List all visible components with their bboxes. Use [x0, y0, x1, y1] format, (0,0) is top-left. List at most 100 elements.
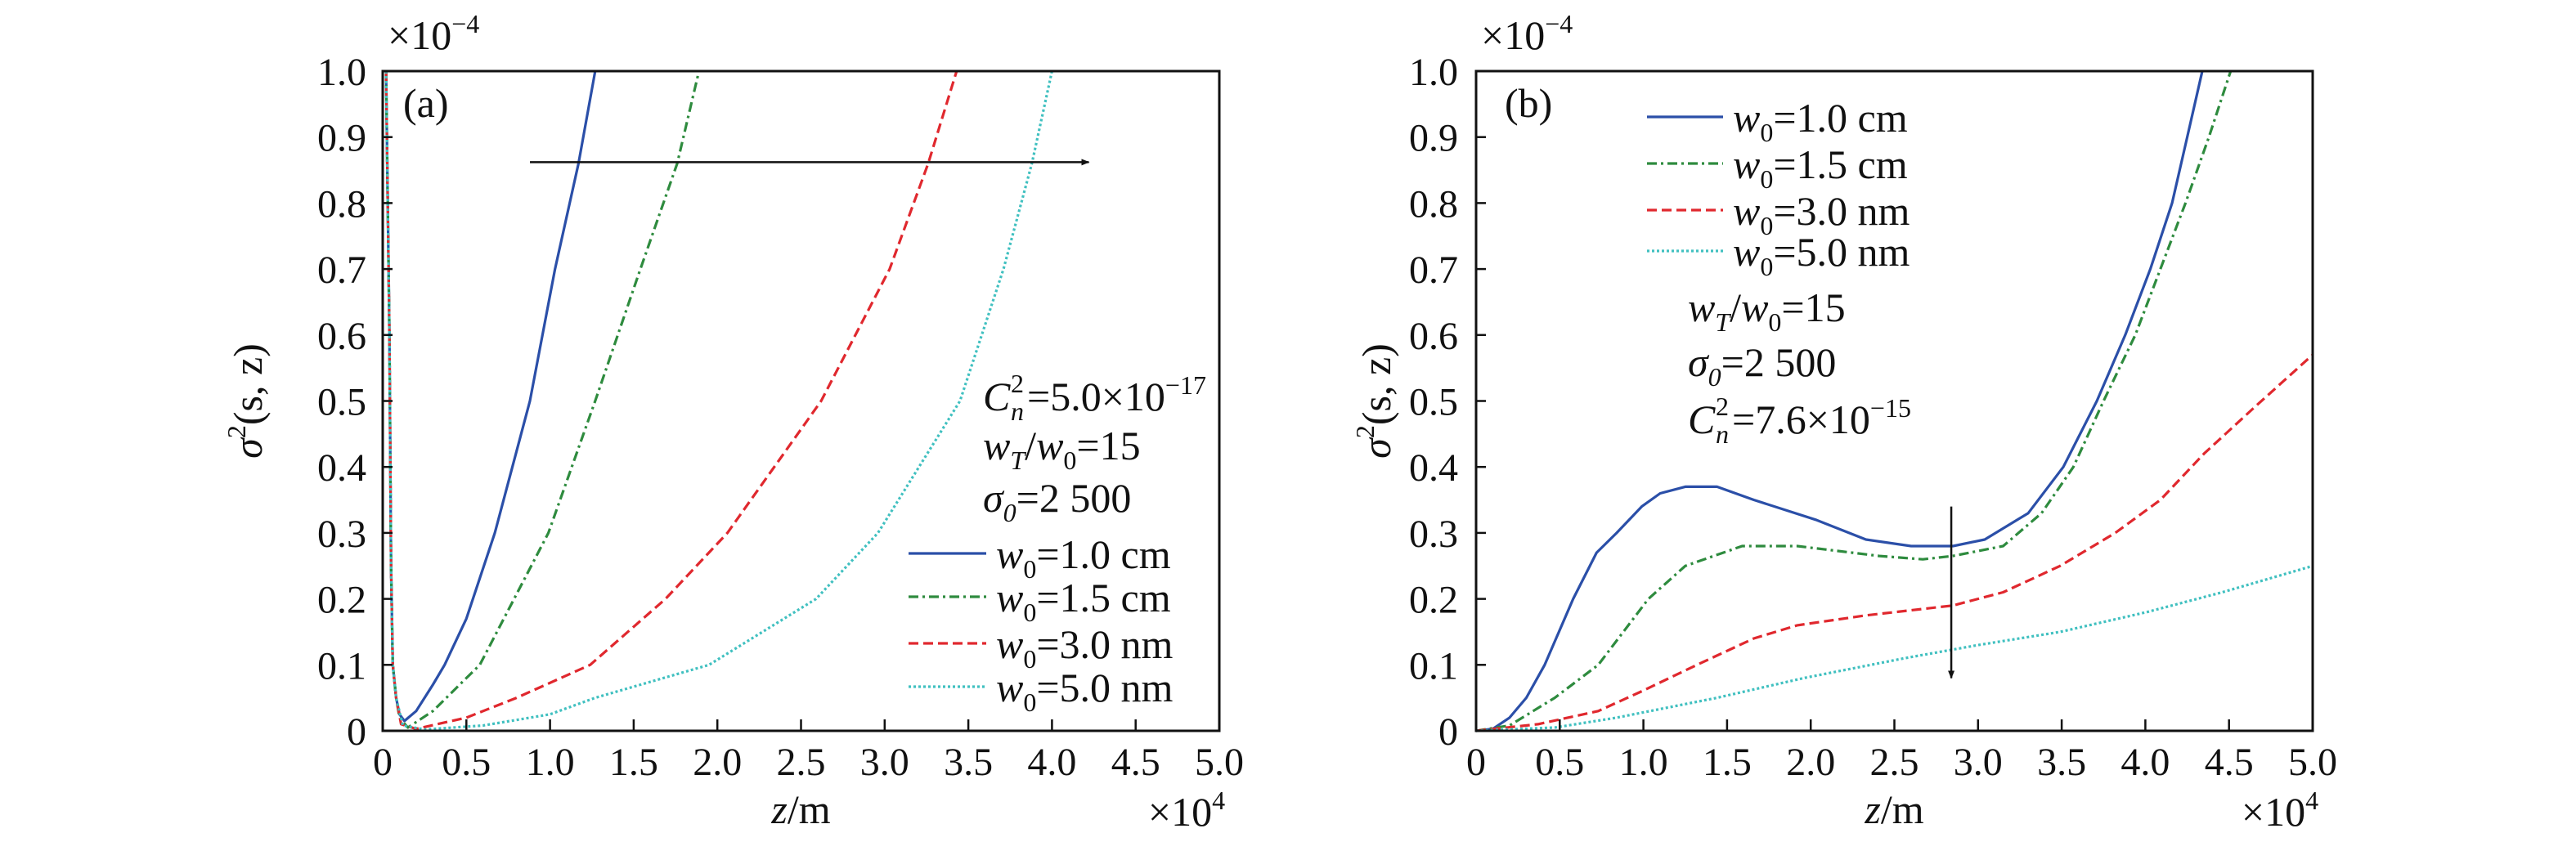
x-tick-label: 3.5 — [944, 741, 993, 784]
text-part: =5.0 nm — [1036, 665, 1173, 710]
subscript: 0 — [1760, 164, 1773, 194]
text-part: / — [1025, 423, 1036, 468]
text-part: =7.6×10 — [1732, 396, 1870, 442]
subscript: 0 — [1003, 498, 1016, 527]
superscript: −17 — [1165, 370, 1206, 400]
x-tick-label: 3.0 — [860, 741, 909, 784]
text-part: C — [1688, 396, 1716, 442]
x-tick-label: 0 — [373, 741, 393, 784]
y-tick-label: 0 — [1438, 710, 1458, 754]
y-multiplier: ×10−4 — [1481, 9, 1573, 58]
text-part: w — [996, 665, 1023, 710]
series-line-3 — [1476, 353, 2313, 732]
subscript: T — [1010, 446, 1026, 475]
y-tick-label: 0.8 — [317, 182, 366, 226]
text-part: w — [996, 575, 1023, 620]
y-tick-label: 0.3 — [1409, 513, 1458, 556]
text-part: ×10 — [388, 12, 451, 58]
y-tick-label: 0.5 — [317, 381, 366, 424]
text-part: w — [1688, 284, 1715, 330]
x-tick-label: 4.5 — [1111, 741, 1160, 784]
series-line-2 — [384, 70, 701, 729]
panel-label: (a) — [403, 80, 449, 126]
y-tick-label: 0.4 — [317, 446, 366, 490]
y-multiplier: ×10−4 — [388, 9, 479, 58]
text-part: =15 — [1076, 423, 1140, 468]
text-part: w — [1733, 141, 1760, 187]
text-part: 4 — [2305, 786, 2318, 815]
y-tick-label: 0.2 — [1409, 579, 1458, 622]
x-tick-label: 0 — [1466, 741, 1486, 784]
x-tick-label: 0.5 — [1535, 741, 1584, 784]
text-part: w — [983, 423, 1010, 468]
x-axis-label: z/m — [770, 786, 830, 832]
y-axis-label: σ2(s, z) — [222, 343, 271, 459]
text-part: /m — [1881, 786, 1924, 832]
x-tick-label: 4.0 — [2120, 741, 2170, 784]
subscript: T — [1715, 307, 1731, 337]
y-tick-label: 0.9 — [1409, 117, 1458, 160]
y-tick-label: 1.0 — [317, 51, 366, 94]
y-tick-label: 0.8 — [1409, 182, 1458, 226]
parameter-annotation: σ0=2 500 — [1688, 339, 1836, 392]
text-part: =3.0 nm — [1036, 621, 1173, 667]
superscript: 2 — [1011, 369, 1024, 398]
chart-panel-a: 0 0.5 1.0 1.5 2.0 2.5 3.0 3.5 4.0 4.5 5.0 0 0.1 0.2 0.… — [222, 9, 1244, 835]
text-part: 4 — [1212, 786, 1225, 815]
x-tick-label: 5.0 — [1195, 741, 1244, 784]
y-tick-label: 0 — [347, 710, 366, 754]
text-part: 2 — [222, 425, 251, 438]
text-part: w — [1733, 188, 1760, 234]
text-part: ×10 — [2242, 789, 2305, 835]
x-tick-label: 1.0 — [526, 741, 575, 784]
series-line-3 — [384, 70, 958, 731]
text-part: /m — [788, 786, 831, 832]
x-tick-label: 4.5 — [2205, 741, 2254, 784]
x-tick-label: 1.5 — [609, 741, 658, 784]
y-axis-label: σ2(s, z) — [1350, 343, 1399, 459]
text-part: w — [1733, 95, 1760, 141]
subscript: 0 — [1023, 598, 1036, 627]
text-part: C — [983, 374, 1011, 419]
legend-label-4: w0=5.0 nm — [996, 665, 1174, 717]
text-part: =1.0 cm — [1773, 95, 1907, 141]
text-part: w — [996, 531, 1023, 577]
y-tick-label: 0.9 — [317, 117, 366, 160]
subscript: 0 — [1768, 307, 1781, 337]
subscript: 0 — [1760, 118, 1773, 147]
y-tick-label: 1.0 — [1409, 51, 1458, 94]
text-part: 2 — [1350, 425, 1380, 438]
subscript: n — [1011, 396, 1024, 426]
parameter-annotation: C2 n=5.0×10−17 — [983, 369, 1206, 426]
x-tick-label: 5.0 — [2288, 741, 2337, 784]
text-part: =3.0 nm — [1773, 188, 1910, 234]
text-part: (s, z) — [225, 343, 271, 425]
superscript: −15 — [1870, 393, 1911, 423]
series-line-1 — [1476, 70, 2204, 732]
legend-label-1: w0=1.0 cm — [1733, 95, 1908, 147]
y-tick-label: 0.7 — [1409, 249, 1458, 292]
text-part: w — [1741, 284, 1768, 330]
x-tick-label: 2.5 — [1870, 741, 1919, 784]
legend-label-2: w0=1.5 cm — [996, 575, 1171, 627]
x-tick-label: 1.5 — [1703, 741, 1752, 784]
text-part: =1.0 cm — [1036, 531, 1170, 577]
subscript: 0 — [1708, 362, 1721, 392]
text-part: w — [1036, 423, 1063, 468]
legend-label-1: w0=1.0 cm — [996, 531, 1171, 584]
text-part: =2 500 — [1016, 475, 1132, 521]
text-part: =1.5 cm — [1036, 575, 1170, 620]
parameter-annotation: wT/w0=15 — [1688, 284, 1846, 337]
legend-label-4: w0=5.0 nm — [1733, 229, 1910, 281]
text-part: σ — [1688, 339, 1710, 385]
x-tick-label: 2.0 — [693, 741, 742, 784]
y-tick-label: 0.6 — [317, 315, 366, 358]
x-multiplier: ×104 — [1148, 786, 1225, 835]
text-part: =15 — [1781, 284, 1845, 330]
series-line-4 — [1476, 564, 2313, 732]
x-axis-label: z/m — [1864, 786, 1923, 832]
text-part: w — [996, 621, 1023, 667]
text-part: ×10 — [1481, 12, 1545, 58]
legend-label-2: w0=1.5 cm — [1733, 141, 1908, 194]
